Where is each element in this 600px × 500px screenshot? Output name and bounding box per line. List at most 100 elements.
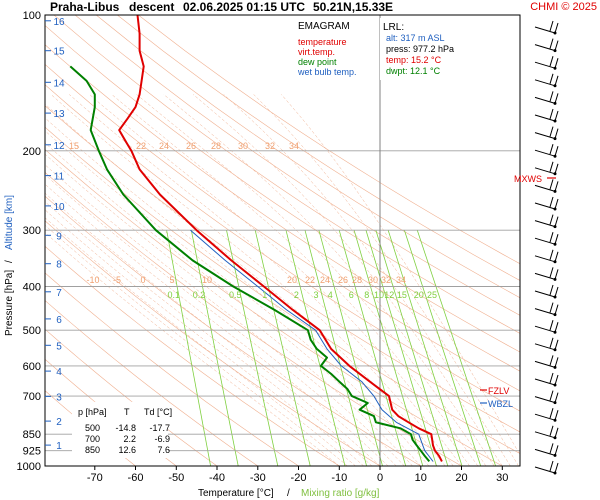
adiabat-label: 20 [287, 275, 297, 285]
wind-barb-shaft [534, 413, 556, 421]
legend-dew-point: dew point [298, 57, 337, 67]
adiabat-label: 30 [238, 141, 248, 151]
wind-barb-flag [549, 408, 554, 419]
moist-adiabat-line [45, 183, 389, 466]
legend-wet-bulb: wet bulb temp. [297, 67, 357, 77]
wind-barb-dot [553, 260, 557, 264]
adiabat-label: 32 [381, 275, 391, 285]
wind-barb [534, 179, 559, 193]
wind-barb-shaft [534, 290, 556, 298]
temp-tick-label: -30 [250, 472, 266, 484]
table-row-850-td: 7.6 [157, 445, 170, 455]
wind-barb-flag [554, 339, 559, 350]
lrl-dwpt: dwpt: 12.1 °C [386, 66, 441, 76]
dry-adiabat-line [45, 84, 520, 412]
wind-barb-flag [554, 110, 559, 122]
legend-title: EMAGRAM [298, 21, 350, 32]
wind-barb [534, 337, 559, 352]
wind-barb [534, 161, 559, 176]
wind-barb [534, 214, 559, 229]
wind-barb [534, 73, 559, 88]
mixing-ratio-label: 3 [313, 290, 318, 300]
wind-barb-dot [553, 418, 557, 422]
wind-barb [534, 20, 559, 35]
wind-barb-flag [554, 462, 559, 474]
wind-barb-shaft [534, 272, 556, 280]
wind-barb-flag [554, 304, 559, 315]
wind-barb-flag [554, 58, 559, 69]
wind-barb-dot [553, 172, 557, 176]
mixing-ratio-label: 25 [427, 290, 437, 300]
wind-barb-flag [554, 251, 559, 262]
pressure-tick-label: 300 [23, 225, 41, 237]
wind-barb-dot [553, 84, 557, 88]
series-line-wet-bulb-temp [190, 229, 434, 462]
credit-text[interactable]: CHMI © 2025 [530, 1, 597, 13]
altitude-tick-label: 14 [53, 78, 65, 89]
dry-adiabat-line [45, 25, 520, 353]
table-row-700-t: 2.2 [123, 434, 136, 444]
pressure-tick-label: 200 [23, 146, 41, 158]
wind-barb-flag [549, 390, 554, 401]
x-axis-title-sep: / [287, 488, 290, 499]
adiabat-label: 15 [69, 141, 79, 151]
wind-barb [534, 196, 559, 211]
wind-barb-flag [549, 425, 554, 436]
pressure-tick-label: 700 [23, 391, 41, 403]
wind-barb-flag [549, 126, 554, 137]
moist-adiabat-line [111, 94, 479, 466]
moist-adiabat-line [223, 94, 511, 466]
wind-barb-flag [554, 322, 559, 333]
table-header-td: Td [°C] [144, 407, 172, 417]
mixing-ratio-label: 20 [414, 290, 424, 300]
wind-barb-dot [553, 295, 557, 299]
adiabat-label: 28 [352, 275, 362, 285]
mixing-ratio-label: 1 [262, 290, 267, 300]
wind-barb [534, 267, 559, 281]
wind-barb-shaft [534, 431, 556, 439]
wind-barb [534, 355, 559, 369]
mixing-ratio-line [416, 230, 496, 466]
wind-barb-flag [549, 355, 554, 366]
x-axis-title-temp: Temperature [°C] [198, 488, 274, 499]
adiabat-label: 22 [305, 275, 315, 285]
wind-barb-dot [553, 207, 557, 211]
wind-barb [534, 56, 559, 70]
moist-adiabat-line [192, 94, 503, 466]
temp-tick-label: -60 [128, 472, 144, 484]
lrl-temp: temp: 15.2 °C [386, 55, 442, 65]
wind-barb-flag [549, 196, 554, 208]
dry-adiabat-line [117, 15, 520, 281]
plot-border [44, 14, 521, 467]
adiabat-label: 10 [202, 275, 212, 285]
mixing-ratio-label: 4 [328, 290, 333, 300]
pressure-tick-label: 400 [23, 282, 41, 294]
plot-area [45, 15, 520, 466]
altitude-tick-label: 4 [56, 367, 62, 378]
wind-barb-shaft [534, 343, 556, 351]
wind-barb-shaft [534, 149, 556, 157]
levels-table [72, 402, 168, 458]
wind-barb-flag [554, 286, 559, 298]
legend-virtual-temp: virt.temp. [298, 47, 335, 57]
wind-barb-dot [553, 242, 557, 246]
wind-barb-shaft [534, 26, 556, 34]
wind-barb-flag [554, 216, 559, 227]
pressure-tick-label: 850 [23, 429, 41, 441]
y-axis-title-sep: / [4, 260, 15, 263]
wind-barb-flag [554, 357, 559, 368]
adiabat-label: 30 [368, 275, 378, 285]
wind-barb-dot [553, 365, 557, 369]
wind-barb [534, 126, 559, 141]
mixing-ratio-line [166, 230, 211, 466]
moist-adiabat-line [45, 142, 421, 466]
moist-adiabat-line [45, 153, 413, 466]
table-row-500-t: -14.8 [115, 423, 136, 433]
wind-barb-shaft [534, 61, 556, 69]
legend-box [293, 17, 375, 80]
adiabat-label: 0 [140, 275, 145, 285]
wind-barb-dot [553, 313, 557, 317]
table-header-p: p [hPa] [78, 407, 107, 417]
adiabat-label: 32 [265, 141, 275, 151]
